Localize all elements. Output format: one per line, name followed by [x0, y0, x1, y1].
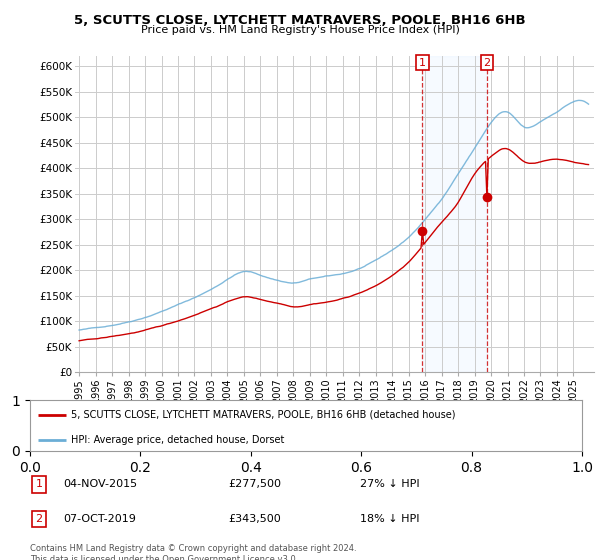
Text: 1: 1	[419, 58, 426, 68]
Text: £343,500: £343,500	[228, 514, 281, 524]
Text: HPI: Average price, detached house, Dorset: HPI: Average price, detached house, Dors…	[71, 435, 285, 445]
Text: 2: 2	[484, 58, 490, 68]
Text: 5, SCUTTS CLOSE, LYTCHETT MATRAVERS, POOLE, BH16 6HB: 5, SCUTTS CLOSE, LYTCHETT MATRAVERS, POO…	[74, 14, 526, 27]
Text: Contains HM Land Registry data © Crown copyright and database right 2024.
This d: Contains HM Land Registry data © Crown c…	[30, 544, 356, 560]
Text: £277,500: £277,500	[228, 479, 281, 489]
Text: 1: 1	[35, 479, 43, 489]
Text: 18% ↓ HPI: 18% ↓ HPI	[360, 514, 419, 524]
Text: 2: 2	[35, 514, 43, 524]
Text: 04-NOV-2015: 04-NOV-2015	[63, 479, 137, 489]
Bar	[422, 56, 487, 372]
Text: 27% ↓ HPI: 27% ↓ HPI	[360, 479, 419, 489]
Text: Price paid vs. HM Land Registry's House Price Index (HPI): Price paid vs. HM Land Registry's House …	[140, 25, 460, 35]
Text: 07-OCT-2019: 07-OCT-2019	[63, 514, 136, 524]
Text: 5, SCUTTS CLOSE, LYTCHETT MATRAVERS, POOLE, BH16 6HB (detached house): 5, SCUTTS CLOSE, LYTCHETT MATRAVERS, POO…	[71, 409, 456, 419]
